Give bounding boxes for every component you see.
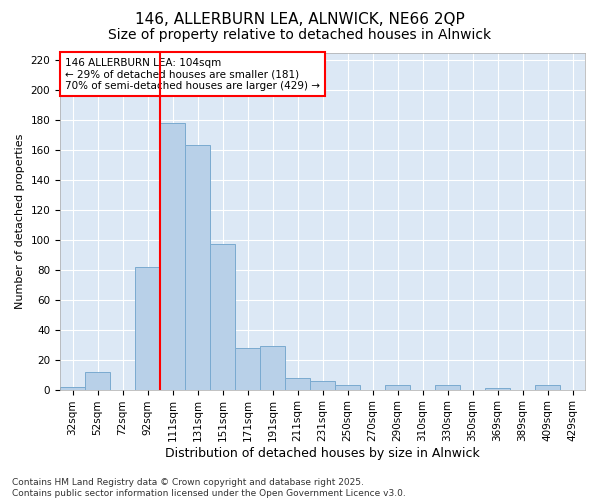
Bar [60,386,85,390]
Bar [160,123,185,390]
Text: 146 ALLERBURN LEA: 104sqm
← 29% of detached houses are smaller (181)
70% of semi: 146 ALLERBURN LEA: 104sqm ← 29% of detac… [65,58,320,91]
Bar [85,372,110,390]
Bar [285,378,310,390]
Bar [385,385,410,390]
Bar [185,146,210,390]
Bar [485,388,510,390]
Bar [435,385,460,390]
Bar [535,385,560,390]
Text: Contains HM Land Registry data © Crown copyright and database right 2025.
Contai: Contains HM Land Registry data © Crown c… [12,478,406,498]
Text: Size of property relative to detached houses in Alnwick: Size of property relative to detached ho… [109,28,491,42]
Text: 146, ALLERBURN LEA, ALNWICK, NE66 2QP: 146, ALLERBURN LEA, ALNWICK, NE66 2QP [135,12,465,28]
Bar [235,348,260,390]
X-axis label: Distribution of detached houses by size in Alnwick: Distribution of detached houses by size … [165,447,480,460]
Y-axis label: Number of detached properties: Number of detached properties [15,134,25,308]
Bar [210,244,235,390]
Bar [260,346,285,390]
Bar [135,266,160,390]
Bar [310,380,335,390]
Bar [335,385,360,390]
